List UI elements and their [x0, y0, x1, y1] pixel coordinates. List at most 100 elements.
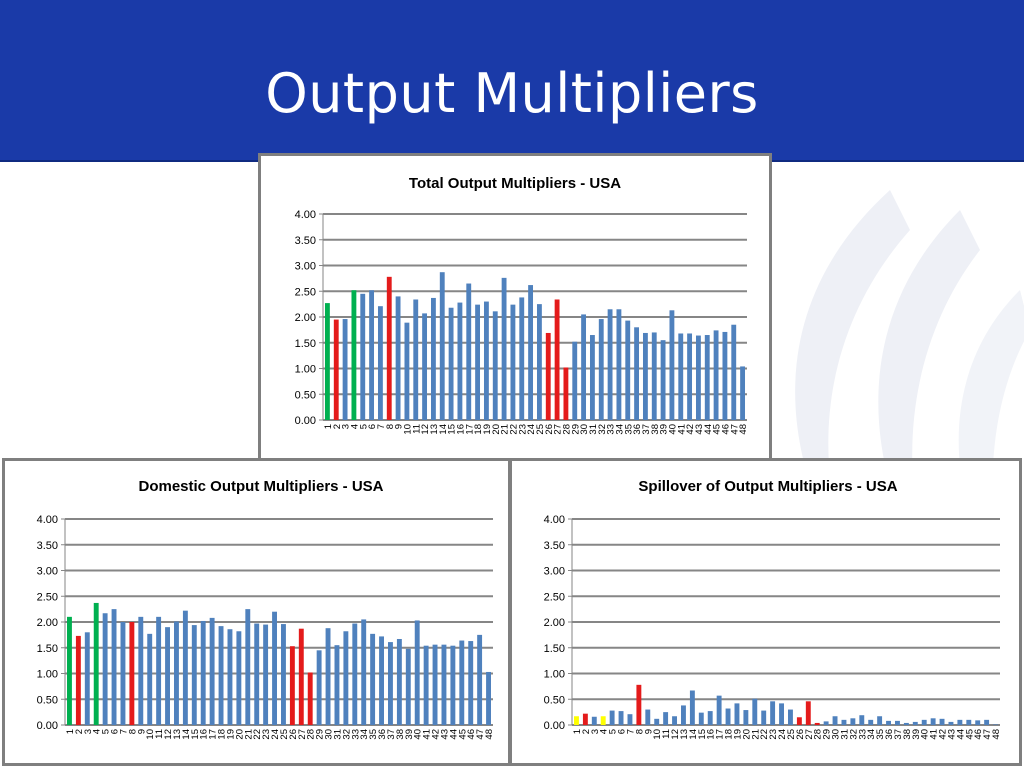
bar-34: [616, 309, 622, 420]
bar-28: [563, 367, 569, 420]
bar-41: [423, 645, 429, 725]
y-tick-label: 3.50: [295, 235, 316, 247]
bar-14: [439, 272, 445, 420]
bar-16: [707, 711, 713, 725]
bar-43: [948, 721, 954, 725]
x-tick-label: 15: [190, 729, 201, 740]
x-tick-label: 45: [457, 729, 468, 740]
bar-4: [351, 290, 357, 420]
bar-36: [379, 636, 384, 725]
bar-20: [492, 311, 498, 420]
bar-45: [713, 330, 719, 420]
x-tick-label: 27: [553, 424, 564, 435]
x-tick-label: 37: [641, 424, 652, 435]
bar-46: [975, 720, 981, 725]
y-tick-label: 0.00: [295, 415, 316, 427]
x-tick-label: 18: [217, 729, 228, 740]
x-tick-label: 33: [606, 424, 617, 435]
x-tick-label: 17: [464, 424, 475, 435]
x-tick-label: 32: [341, 729, 352, 740]
x-tick-label: 25: [279, 729, 290, 740]
bar-36: [886, 720, 891, 725]
y-tick-label: 1.50: [544, 643, 565, 655]
x-tick-label: 28: [813, 729, 824, 740]
bar-30: [832, 716, 838, 725]
y-tick-label: 0.50: [544, 694, 565, 706]
bar-44: [450, 645, 456, 725]
bar-2: [75, 635, 81, 725]
bar-7: [377, 306, 383, 420]
bar-19: [483, 301, 489, 420]
bar-35: [877, 716, 883, 725]
bar-22: [761, 710, 767, 725]
bar-22: [254, 623, 260, 725]
bar-33: [607, 309, 613, 420]
x-tick-label: 28: [306, 729, 317, 740]
x-tick-label: 22: [252, 729, 263, 740]
bar-41: [678, 333, 684, 420]
bar-28: [307, 672, 313, 725]
bar-32: [850, 718, 856, 725]
x-tick-label: 1: [65, 729, 76, 734]
bar-9: [645, 709, 651, 725]
x-tick-label: 10: [402, 424, 413, 435]
bar-34: [361, 619, 367, 725]
x-tick-label: 11: [661, 729, 672, 739]
x-tick-label: 14: [181, 729, 192, 740]
bar-1: [574, 716, 579, 725]
x-tick-label: 42: [431, 729, 442, 740]
x-tick-label: 19: [482, 424, 493, 435]
bar-48: [993, 724, 998, 725]
x-tick-label: 1: [323, 424, 334, 429]
x-tick-label: 5: [101, 729, 112, 734]
bar-35: [370, 633, 376, 725]
x-tick-label: 11: [411, 424, 422, 434]
x-tick-label: 37: [893, 729, 904, 740]
x-tick-label: 48: [738, 424, 749, 435]
x-tick-label: 8: [634, 729, 645, 734]
x-tick-label: 3: [341, 424, 352, 429]
y-tick-label: 3.00: [295, 261, 316, 273]
bar-1: [324, 303, 330, 420]
bar-37: [895, 720, 900, 725]
bar-37: [388, 642, 393, 725]
bar-21: [752, 698, 758, 725]
x-tick-label: 14: [688, 729, 699, 740]
bar-39: [912, 721, 918, 725]
chart-total-output: Total Output Multipliers - USA 0.00 0.50 1.…: [258, 153, 772, 463]
x-tick-label: 25: [786, 729, 797, 740]
x-tick-label: 36: [377, 729, 388, 740]
x-tick-label: 10: [145, 729, 156, 740]
x-tick-label: 18: [473, 424, 484, 435]
x-tick-label: 21: [500, 424, 511, 435]
bar-8: [386, 276, 392, 420]
bar-3: [84, 632, 90, 725]
bar-32: [598, 319, 604, 420]
x-tick-label: 4: [92, 729, 103, 734]
x-tick-label: 2: [74, 729, 85, 734]
x-tick-label: 28: [561, 424, 572, 435]
x-tick-label: 7: [376, 424, 387, 429]
x-tick-label: 15: [697, 729, 708, 740]
bar-12: [422, 313, 428, 420]
bar-38: [396, 638, 402, 725]
bar-42: [687, 333, 693, 420]
x-tick-label: 46: [466, 729, 477, 740]
bar-15: [448, 307, 454, 420]
x-tick-label: 22: [508, 424, 519, 435]
bar-46: [722, 331, 728, 420]
x-tick-label: 17: [208, 729, 219, 740]
x-tick-label: 41: [422, 729, 433, 740]
x-tick-label: 44: [955, 729, 966, 740]
chart-title: Total Output Multipliers - USA: [409, 175, 621, 192]
bar-42: [432, 644, 438, 725]
bar-5: [102, 613, 108, 725]
bar-28: [814, 722, 820, 725]
bar-5: [360, 293, 366, 420]
x-tick-label: 47: [729, 424, 740, 435]
x-tick-label: 16: [199, 729, 210, 740]
x-tick-label: 23: [768, 729, 779, 740]
bar-40: [921, 719, 927, 725]
bar-29: [823, 721, 829, 725]
bar-47: [477, 634, 483, 725]
